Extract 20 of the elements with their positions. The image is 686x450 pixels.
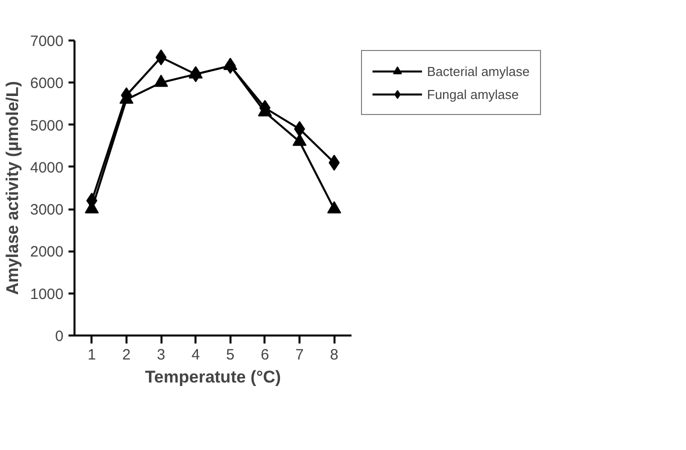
y-tick-label: 1000 bbox=[30, 286, 64, 303]
x-tick-label: 6 bbox=[260, 346, 270, 364]
y-tick-label: 5000 bbox=[30, 117, 64, 134]
y-tick-label: 6000 bbox=[30, 75, 64, 92]
x-tick-label: 4 bbox=[192, 346, 200, 364]
legend-label: Bacterial amylase bbox=[427, 64, 530, 78]
x-tick-label: 2 bbox=[122, 346, 131, 364]
y-tick-label: 3000 bbox=[30, 202, 64, 219]
y-tick-label: 2000 bbox=[30, 244, 64, 261]
y-tick-label: 7000 bbox=[30, 33, 64, 50]
x-tick-label: 3 bbox=[156, 346, 166, 364]
x-tick-label: 1 bbox=[88, 346, 96, 364]
legend-label: Fungal amylase bbox=[427, 86, 519, 102]
y-axis-title: Amylase activity (µmole/L) bbox=[3, 81, 22, 295]
x-tick-label: 8 bbox=[330, 346, 338, 364]
x-axis-title: Temperatute (°C) bbox=[145, 368, 281, 386]
y-tick-label: 0 bbox=[55, 328, 64, 345]
y-tick-label: 4000 bbox=[30, 159, 64, 176]
x-tick-label: 5 bbox=[226, 346, 234, 364]
x-tick-label: 7 bbox=[295, 346, 304, 364]
